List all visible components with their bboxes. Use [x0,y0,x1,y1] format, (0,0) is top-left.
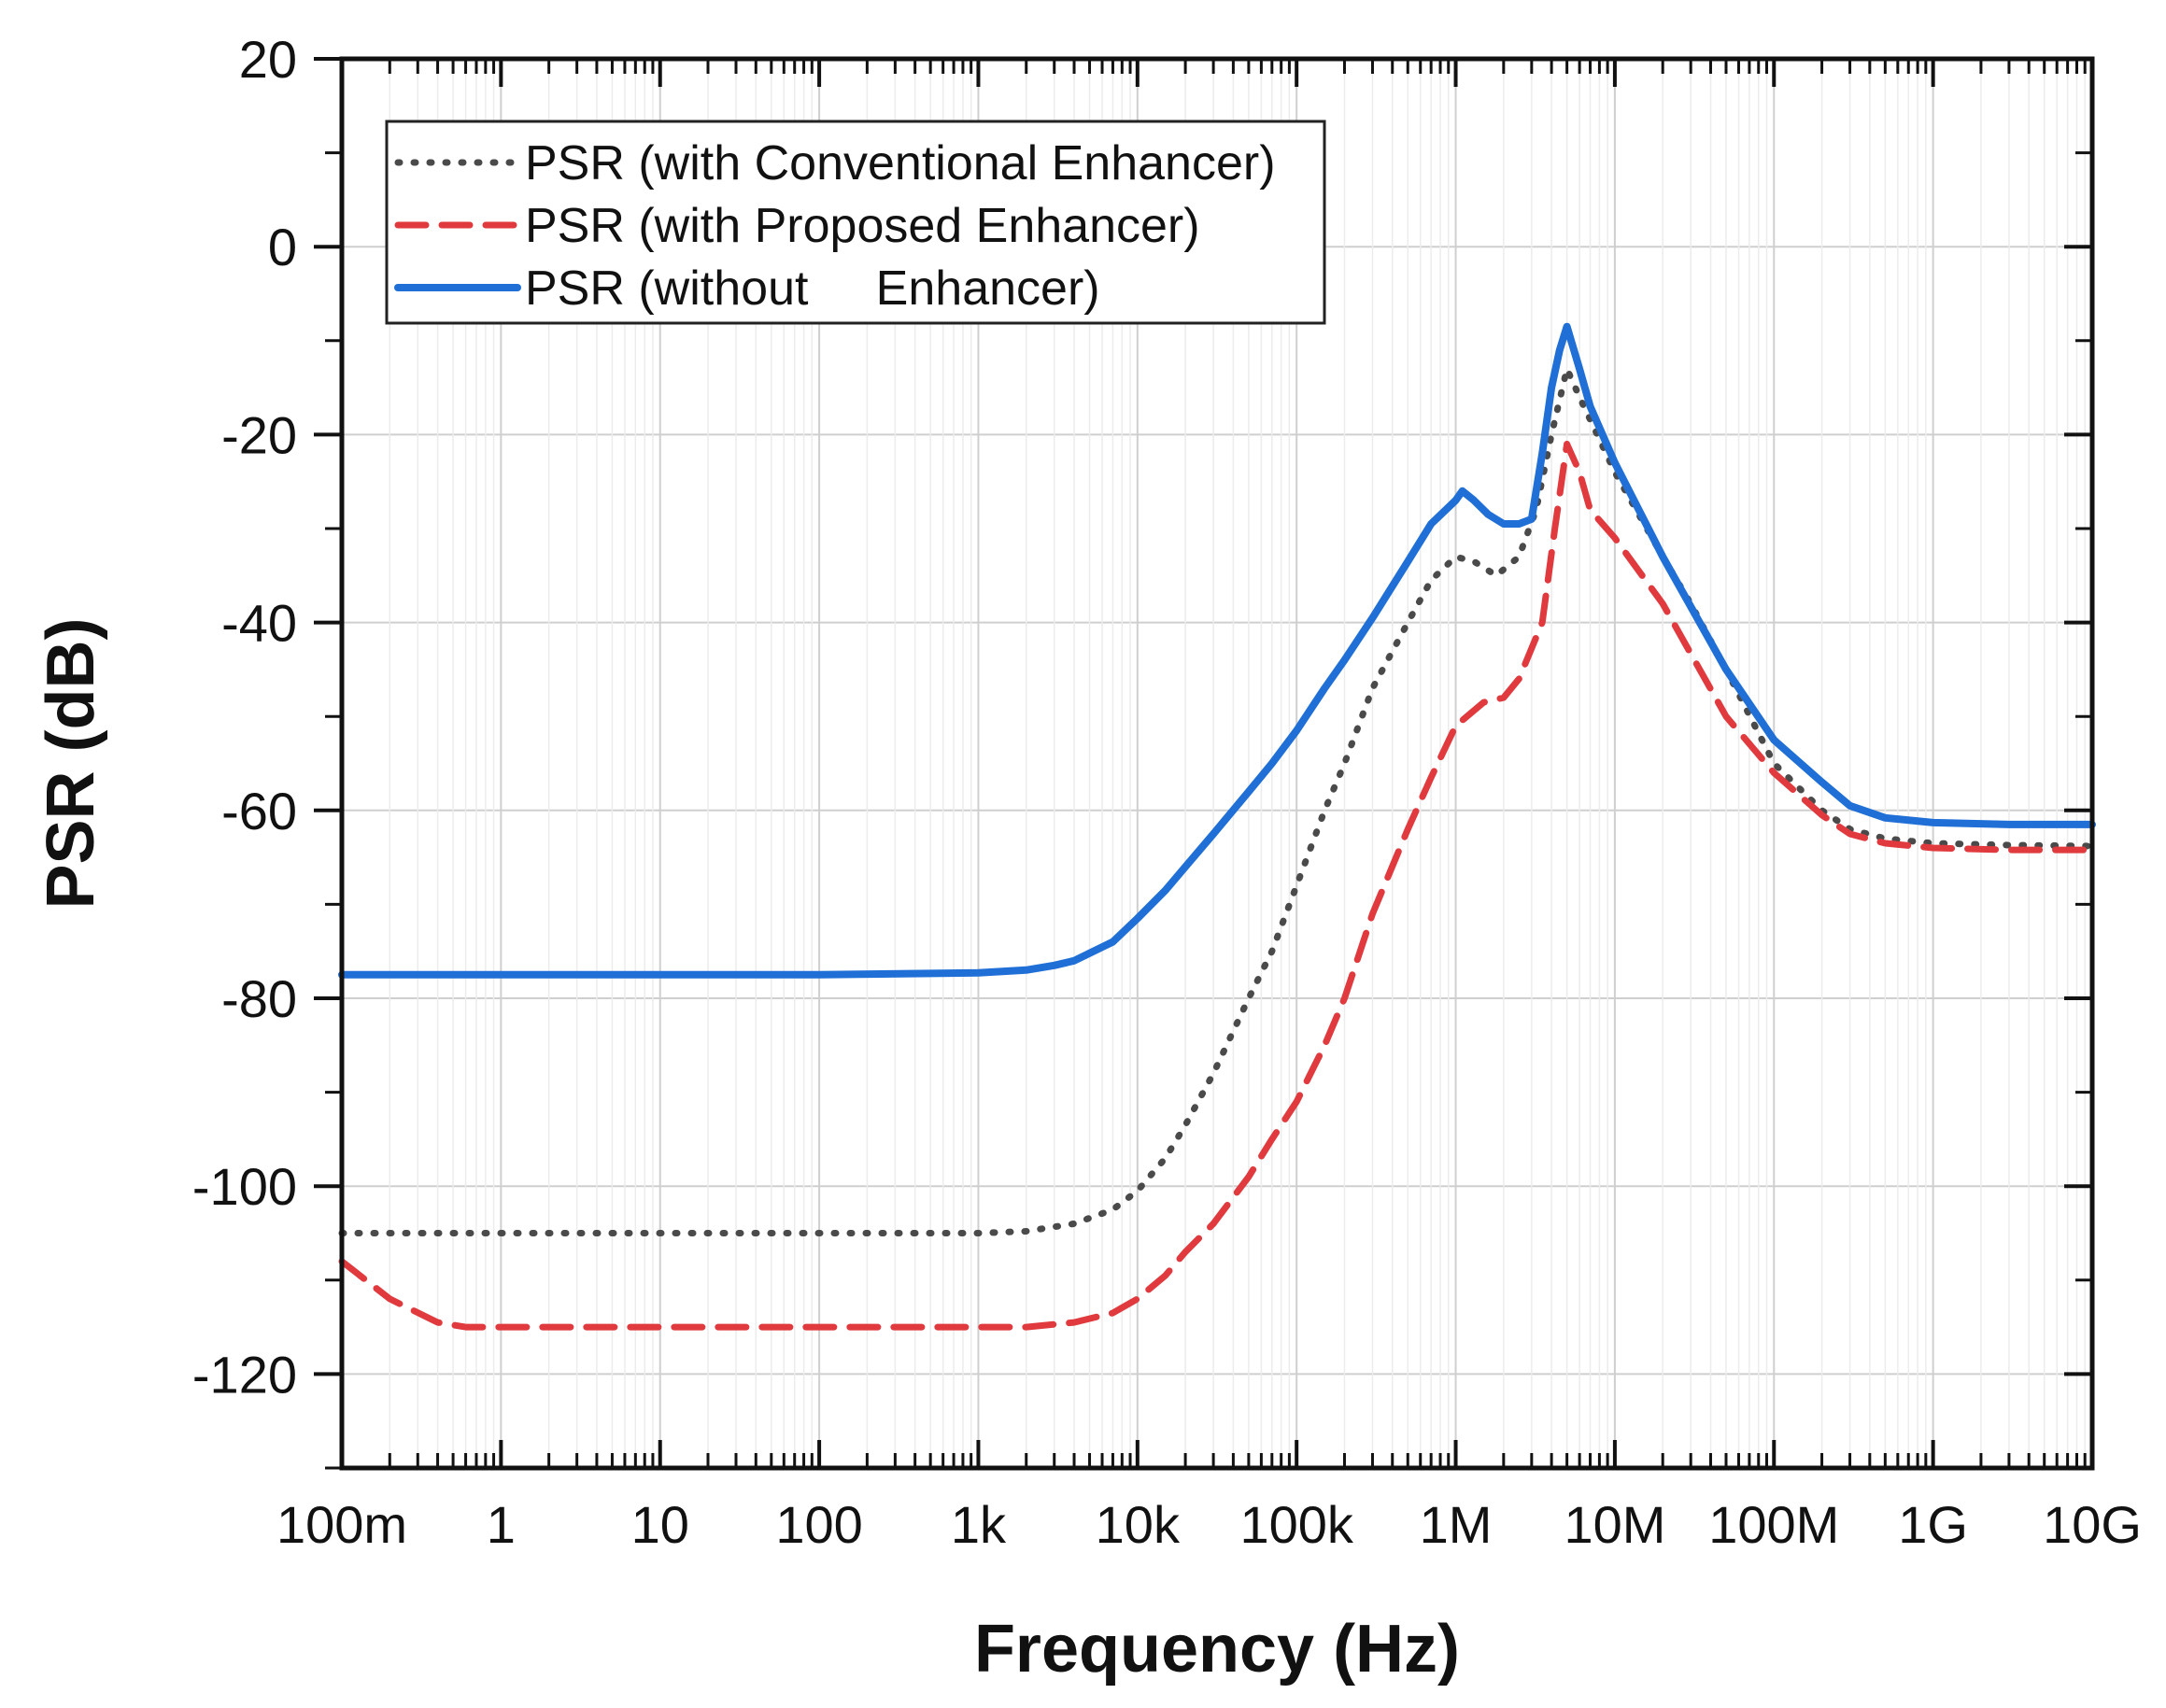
x-tick-labels: 100m 1 10 100 1k 10k 100k 1M 10M 100M 1G 10G [276,1495,2142,1554]
x-tick-label: 10M [1564,1495,1665,1554]
legend-items: PSR (with Conventional Enhancer) PSR (wit… [394,136,1276,316]
y-tick-label: -20 [221,405,297,464]
series-line-1 [338,365,2096,1236]
x-tick-label: 1M [1420,1495,1493,1554]
x-tick-label: 1G [1898,1495,1968,1554]
y-tick-label: -60 [221,782,297,840]
legend-box [385,120,1326,325]
x-tick-label: 10 [631,1495,689,1554]
series-group [338,322,2096,1331]
x-tick-label: 100m [276,1495,407,1554]
x-tick-label: 100M [1708,1495,1839,1554]
y-axis-title: PSR (dB) [34,618,108,910]
x-axis-title: Frequency (Hz) [974,1612,1460,1687]
legend-label-3: PSR (without Enhancer) [525,261,1100,316]
axis-ticks [314,57,2094,1470]
plot-frame [339,56,2095,1471]
y-tick-label: 20 [239,30,297,89]
y-tick-label: 0 [268,218,297,276]
y-tick-label: -120 [192,1345,297,1404]
legend-label-1: PSR (with Conventional Enhancer) [525,136,1276,191]
legend: PSR (with Conventional Enhancer) PSR (wit… [385,120,1326,325]
x-tick-label: 100 [775,1495,862,1554]
y-tick-label: -80 [221,969,297,1028]
x-tick-label: 1k [951,1495,1007,1554]
y-tick-label: -100 [192,1157,297,1216]
y-tick-label: -40 [221,594,297,653]
x-tick-label: 10G [2043,1495,2142,1554]
y-tick-labels: 20 0 -20 -40 -60 -80 -100 -120 [192,30,297,1404]
x-tick-label: 10k [1096,1495,1181,1554]
series-line-3 [338,322,2096,979]
x-tick-label: 1 [487,1495,516,1554]
x-tick-label: 100k [1239,1495,1353,1554]
legend-label-2: PSR (with Proposed Enhancer) [525,199,1200,253]
series-line-2 [338,441,2096,1331]
